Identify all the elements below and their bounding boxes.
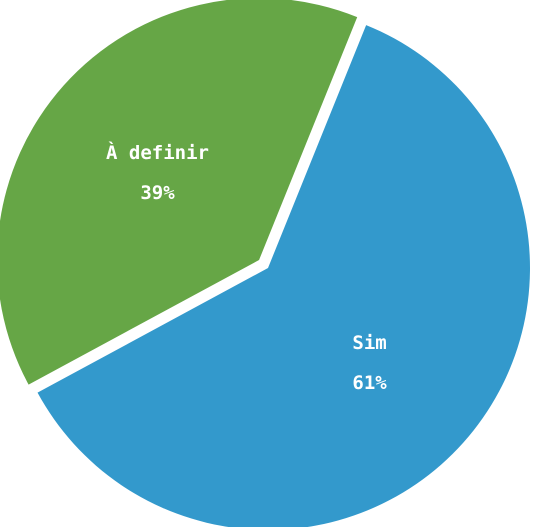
pie-labels: Sim 61% À definir 39%: [106, 141, 387, 394]
slice-label: Sim: [352, 332, 386, 354]
slice-label: À definir: [106, 141, 209, 164]
pie-slice-a-definir: [0, 0, 358, 385]
slice-value-label: 39%: [140, 182, 175, 204]
slice-value-label: 61%: [352, 372, 387, 394]
pie-slice-sim: [37, 25, 530, 527]
